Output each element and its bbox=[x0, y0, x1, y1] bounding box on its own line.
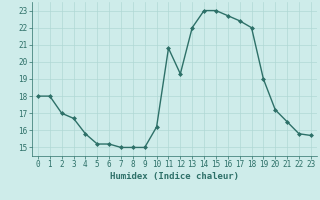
X-axis label: Humidex (Indice chaleur): Humidex (Indice chaleur) bbox=[110, 172, 239, 181]
